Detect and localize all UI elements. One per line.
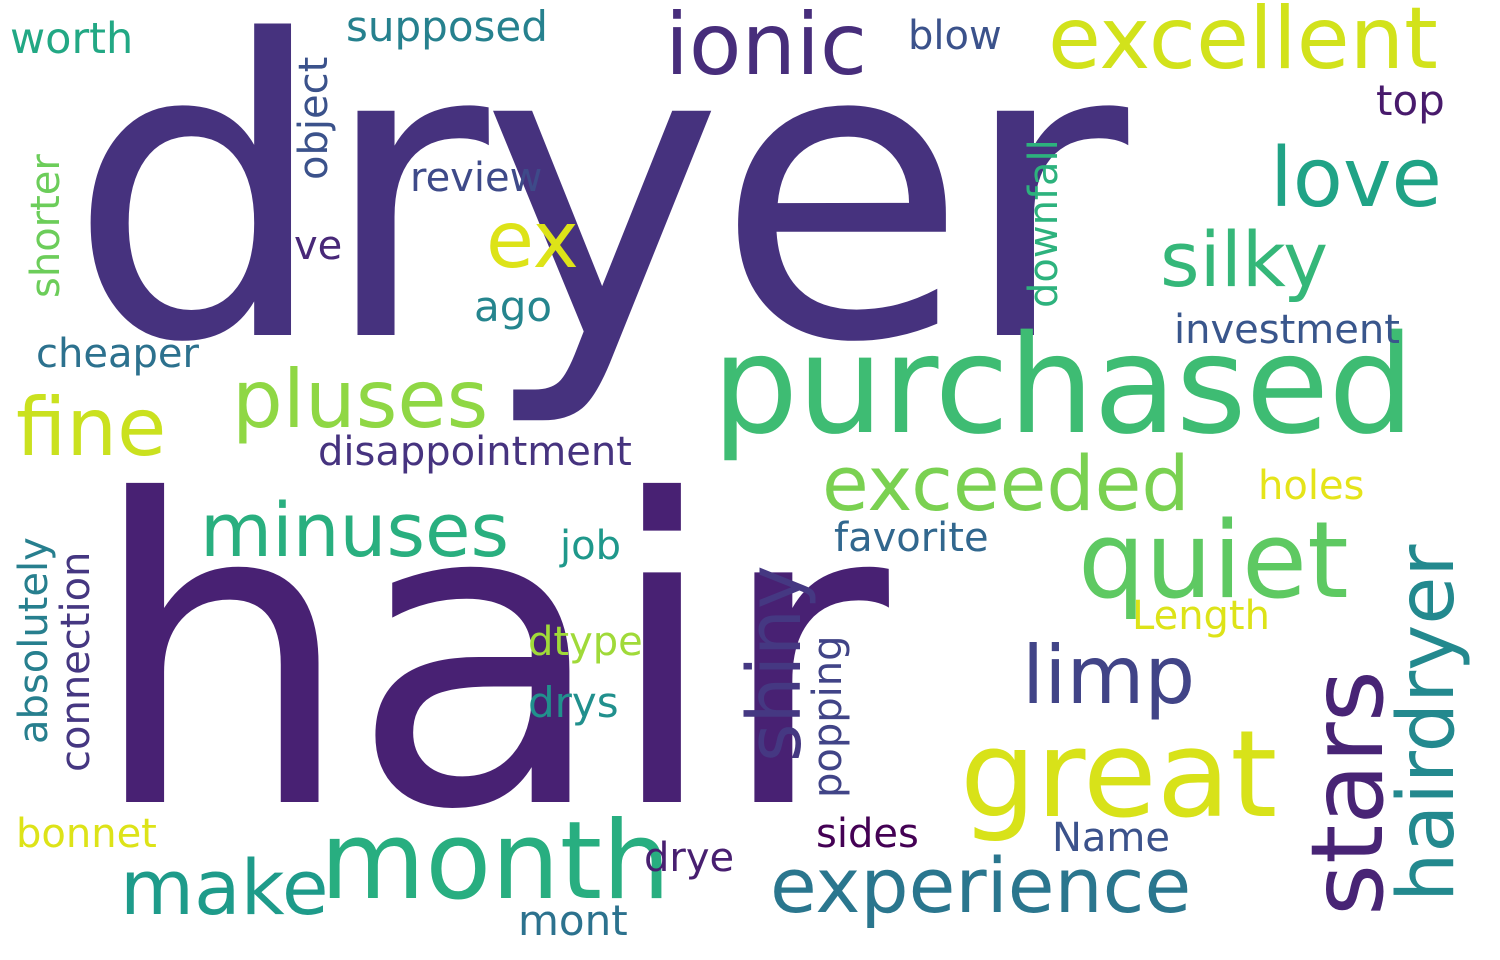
word-exceeded: exceeded bbox=[822, 439, 1190, 528]
word-dtype: dtype bbox=[528, 619, 643, 665]
word-drye: drye bbox=[644, 835, 735, 881]
word-quiet: quiet bbox=[1078, 499, 1349, 622]
word-supposed: supposed bbox=[346, 2, 548, 51]
word-drys: drys bbox=[528, 678, 619, 727]
word-limp: limp bbox=[1022, 629, 1196, 722]
word-ionic: ionic bbox=[665, 0, 868, 95]
word-love: love bbox=[1270, 131, 1442, 226]
word-connection: connection bbox=[53, 551, 99, 772]
word-make: make bbox=[120, 843, 329, 932]
word-pluses: pluses bbox=[232, 353, 489, 446]
word-minuses: minuses bbox=[200, 488, 510, 574]
word-downfall: downfall bbox=[1021, 139, 1067, 308]
word-hair: hair bbox=[88, 413, 889, 902]
word-favorite: favorite bbox=[834, 515, 989, 561]
word-fine: fine bbox=[16, 381, 167, 474]
word-experience: experience bbox=[770, 841, 1192, 930]
word-sides: sides bbox=[816, 811, 919, 857]
word-purchased: purchased bbox=[712, 307, 1415, 465]
word-review: review bbox=[410, 155, 543, 201]
word-length: Length bbox=[1132, 593, 1270, 639]
word-bonnet: bonnet bbox=[16, 811, 157, 857]
word-month: month bbox=[320, 799, 671, 924]
word-top: top bbox=[1376, 76, 1445, 125]
word-ex: ex bbox=[486, 196, 579, 286]
word-excellent: excellent bbox=[1048, 0, 1438, 89]
word-silky: silky bbox=[1160, 215, 1329, 304]
word-holes: holes bbox=[1258, 463, 1365, 509]
word-cheaper: cheaper bbox=[36, 331, 199, 377]
word-absolutely: absolutely bbox=[11, 537, 57, 744]
word-shiny: shiny bbox=[732, 565, 818, 762]
word-disappointment: disappointment bbox=[318, 429, 632, 475]
word-shorter: shorter bbox=[23, 154, 69, 298]
word-stars: stars bbox=[1289, 670, 1406, 916]
word-name: Name bbox=[1052, 815, 1171, 861]
word-worth: worth bbox=[10, 14, 134, 64]
word-investment: investment bbox=[1174, 307, 1400, 353]
word-blow: blow bbox=[908, 13, 1002, 59]
word-mont: mont bbox=[518, 896, 628, 945]
word-great: great bbox=[960, 706, 1278, 845]
word-ago: ago bbox=[474, 282, 553, 331]
word-dryer: dryer bbox=[68, 0, 1128, 432]
word-ve: ve bbox=[294, 223, 343, 269]
word-object: object bbox=[291, 56, 337, 180]
word-job: job bbox=[560, 523, 621, 569]
word-popping: popping bbox=[805, 635, 851, 799]
